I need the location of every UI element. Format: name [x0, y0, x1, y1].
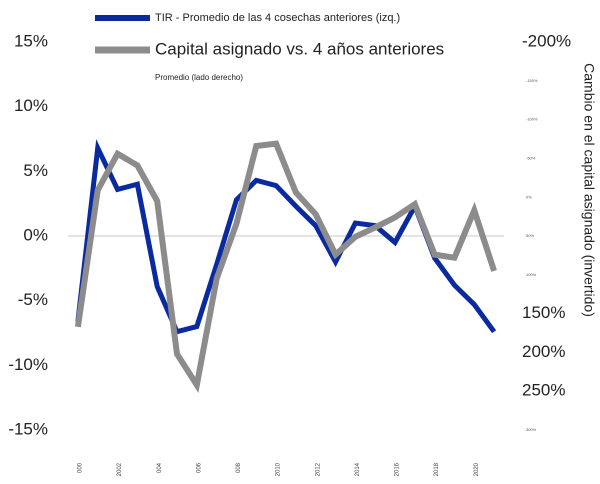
x-tick-label: 2014 [355, 462, 361, 476]
y-tick-label: -5% [18, 290, 48, 309]
y2-tick-label: 150% [522, 303, 565, 322]
y2-tick-label: -100% [526, 117, 538, 122]
legend-label: TIR - Promedio de las 4 cosechas anterio… [155, 12, 400, 24]
x-tick-label: 008 [236, 462, 242, 473]
x-tick-label: 004 [157, 462, 163, 473]
x-tick-label: 2016 [395, 462, 401, 476]
series-line [74, 140, 497, 394]
y-tick-label: -15% [8, 419, 48, 438]
y-tick-label: 10% [14, 96, 48, 115]
y-tick-label: 15% [14, 31, 48, 50]
y2-tick-label: 0% [526, 194, 532, 199]
y2-tick-label: 200% [522, 342, 565, 361]
y-tick-label: -10% [8, 355, 48, 374]
x-tick-label: 000 [77, 462, 83, 473]
legend-note: Promedio (lado derecho) [155, 73, 243, 82]
y2-tick-label: 300% [526, 427, 537, 432]
y-tick-label: 0% [23, 225, 48, 244]
legend-label: Capital asignado vs. 4 años anteriores [155, 39, 444, 58]
y2-tick-label: -150% [526, 78, 538, 83]
y2-tick-label: 100% [526, 272, 537, 277]
x-tick-label: 2010 [276, 462, 282, 476]
x-tick-label: 2012 [315, 462, 321, 476]
y2-axis-title: Cambio en el capital asignado (invertido… [581, 63, 597, 317]
x-tick-label: 2020 [474, 462, 480, 476]
y2-tick-label: -50% [526, 155, 536, 160]
y2-tick-label: 50% [526, 233, 534, 238]
y2-tick-label: -200% [522, 31, 571, 50]
x-tick-label: 006 [196, 462, 202, 473]
y2-tick-label: 250% [522, 381, 565, 400]
y-tick-label: 5% [23, 161, 48, 180]
x-tick-label: 2002 [117, 462, 123, 476]
x-tick-label: 2018 [434, 462, 440, 476]
